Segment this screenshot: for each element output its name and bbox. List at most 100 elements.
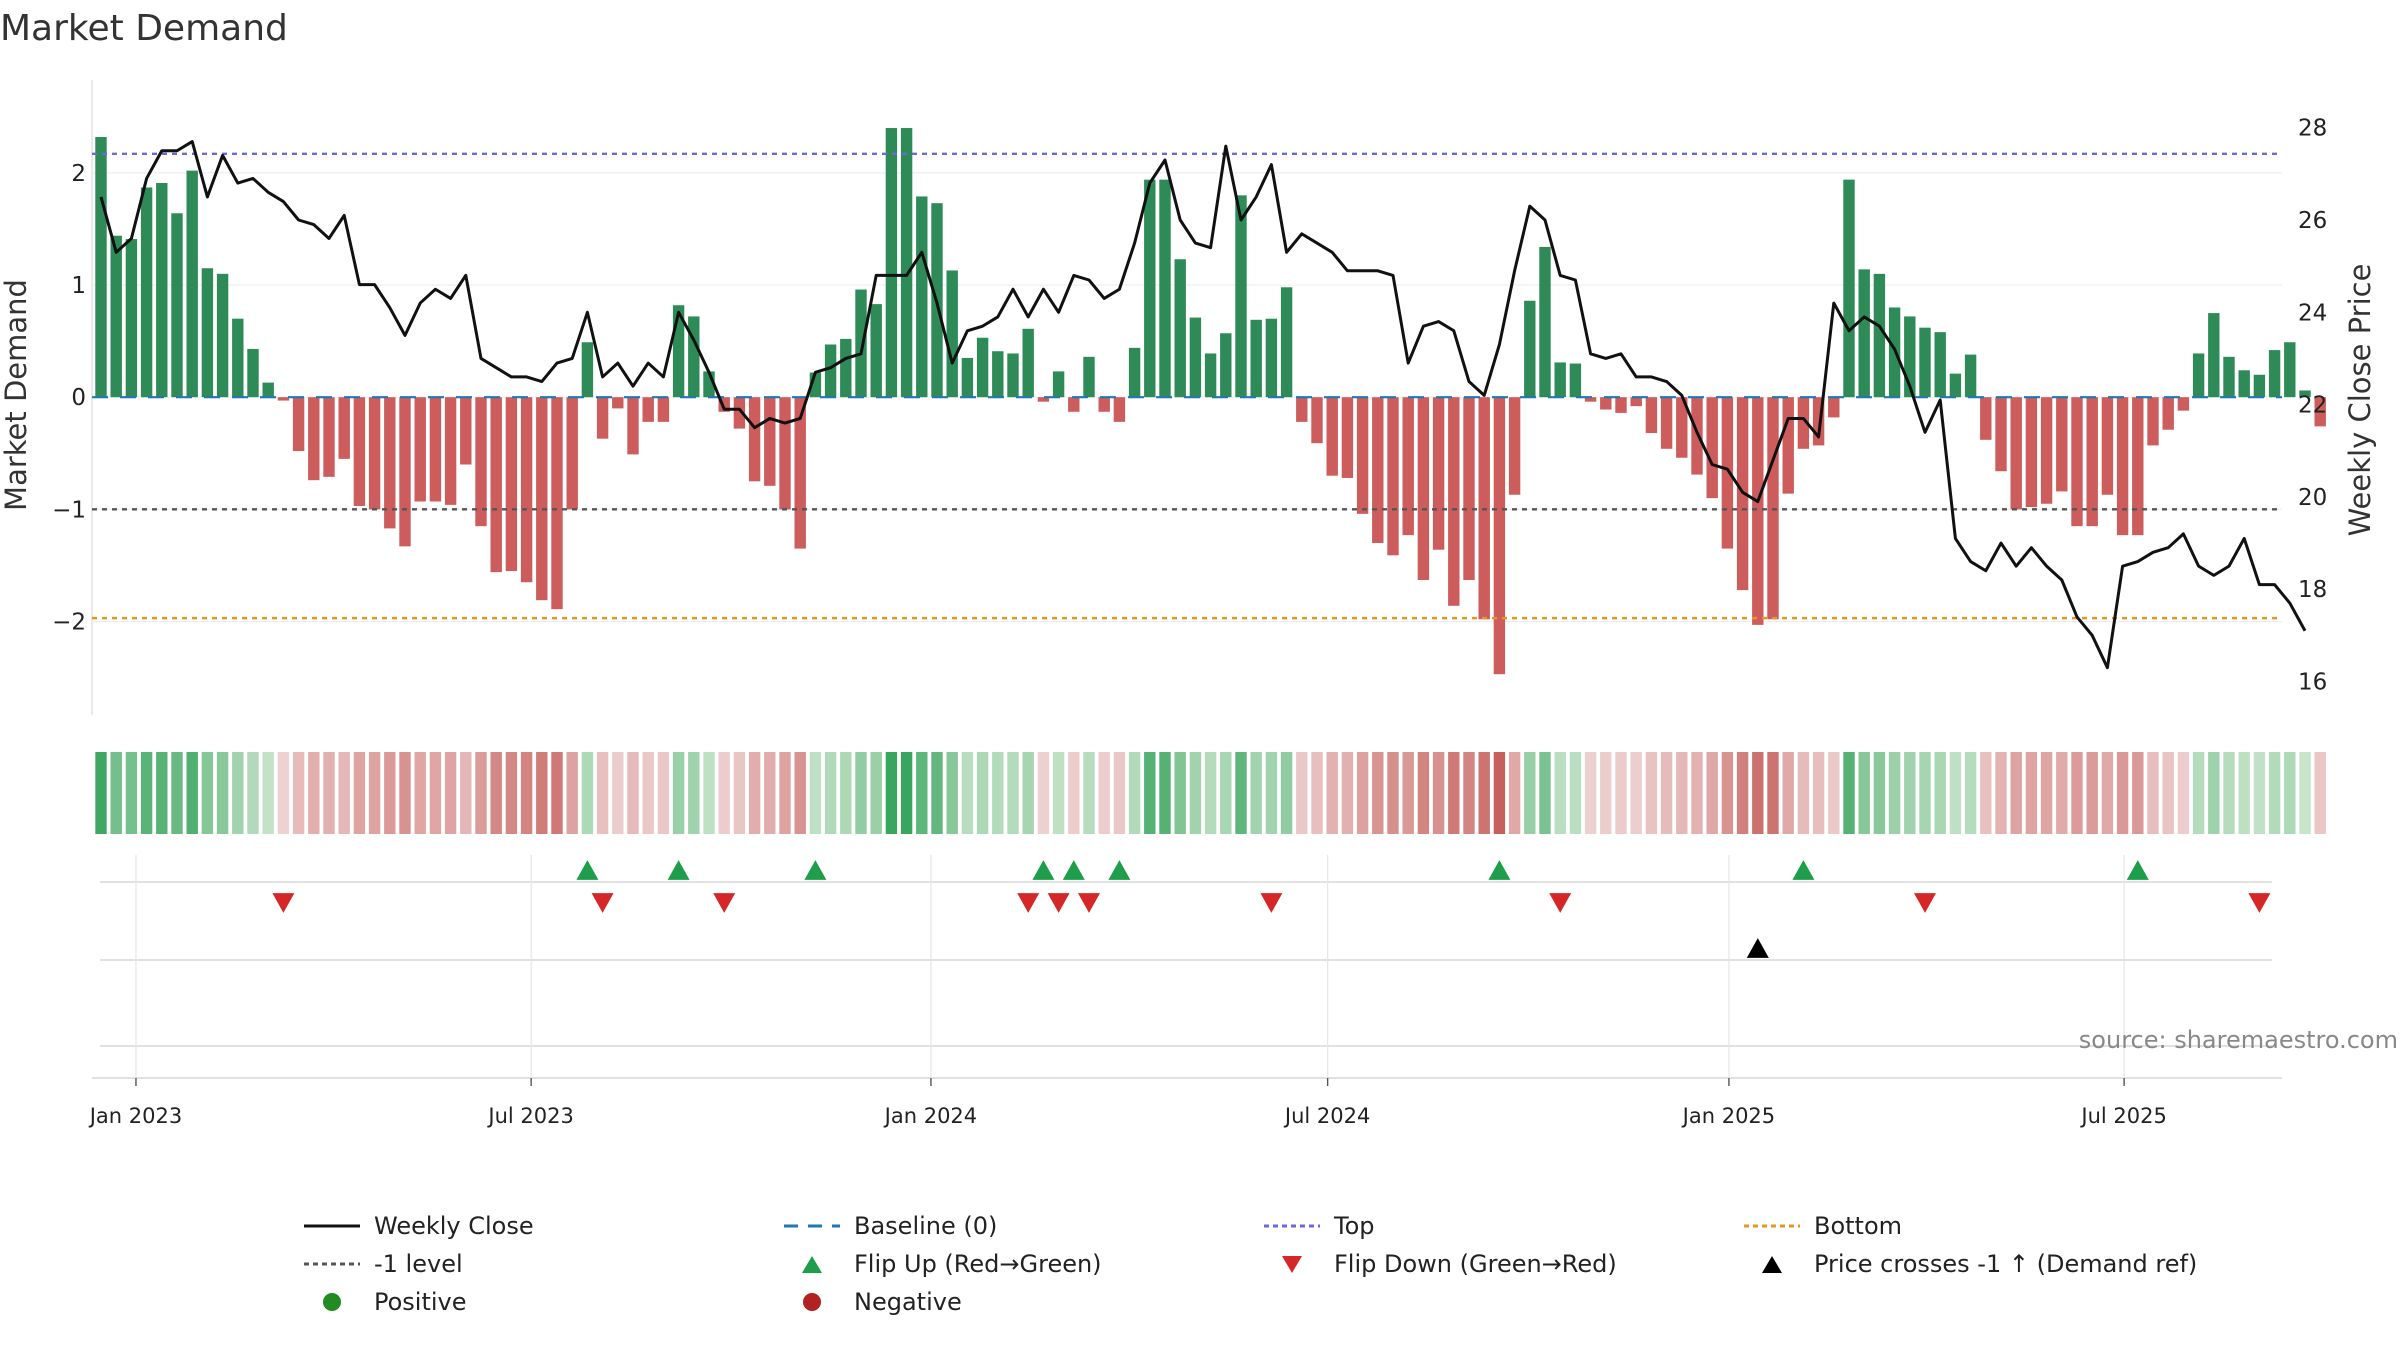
heat-cell bbox=[1660, 752, 1673, 834]
flip-down-marker bbox=[1914, 893, 1936, 913]
flip-down-marker bbox=[1078, 893, 1100, 913]
demand-bar-negative bbox=[460, 397, 472, 465]
heat-cell bbox=[201, 752, 214, 834]
flip-down-marker bbox=[1549, 893, 1572, 913]
heat-cell bbox=[95, 752, 107, 834]
y-tick-label: −2 bbox=[52, 609, 86, 635]
heat-cell bbox=[1539, 752, 1551, 834]
legend-label: -1 level bbox=[374, 1250, 463, 1278]
flip-up-marker bbox=[576, 860, 599, 880]
baseline-legend-icon bbox=[784, 1224, 840, 1228]
heat-cell bbox=[1113, 752, 1126, 834]
heat-cell bbox=[1387, 752, 1399, 834]
demand-bar-negative bbox=[1980, 397, 1992, 440]
heat-cell bbox=[1736, 752, 1749, 834]
y2-tick-label: 18 bbox=[2298, 577, 2327, 603]
demand-bar-negative bbox=[338, 397, 350, 459]
heat-cell bbox=[931, 752, 943, 834]
heat-cell bbox=[809, 752, 822, 834]
heat-cell bbox=[353, 752, 366, 834]
heat-cell bbox=[916, 752, 928, 834]
heat-cell bbox=[2299, 752, 2311, 834]
heat-cell bbox=[1676, 752, 1688, 834]
legend-item-flip-up: Flip Up (Red→Green) bbox=[780, 1246, 1102, 1282]
heat-cell bbox=[1189, 752, 1202, 834]
demand-bar-negative bbox=[1584, 397, 1597, 402]
flip-down-legend-icon bbox=[1282, 1256, 1302, 1273]
heat-cell bbox=[1508, 752, 1521, 834]
demand-bar-negative bbox=[1326, 397, 1338, 476]
heat-cell bbox=[2025, 752, 2038, 834]
demand-bar-negative bbox=[1068, 397, 1080, 412]
demand-bar-negative bbox=[1098, 397, 1110, 412]
heat-cell bbox=[1524, 752, 1536, 834]
demand-bar-positive bbox=[1174, 259, 1186, 398]
demand-bar-negative bbox=[718, 397, 730, 412]
demand-bar-negative bbox=[2177, 397, 2190, 411]
demand-bar-positive bbox=[1250, 319, 1262, 398]
heat-cell bbox=[1919, 752, 1931, 834]
flip-down-marker bbox=[2248, 893, 2271, 913]
heat-cell bbox=[976, 752, 989, 834]
source-text: source: sharemaestro.com bbox=[2079, 1026, 2398, 1054]
chart-title: Market Demand bbox=[0, 8, 288, 49]
demand-bar-positive bbox=[125, 239, 138, 398]
demand-bar-negative bbox=[657, 397, 670, 422]
demand-bar-negative bbox=[2025, 397, 2038, 508]
y-tick-label: 1 bbox=[71, 273, 86, 299]
demand-bar-negative bbox=[1660, 397, 1673, 449]
heat-cell bbox=[1493, 752, 1506, 834]
heat-cell bbox=[216, 752, 229, 834]
demand-bar-positive bbox=[1265, 318, 1278, 398]
demand-bar-negative bbox=[1812, 397, 1825, 446]
demand-bar-positive bbox=[2192, 353, 2205, 398]
demand-bar-negative bbox=[1417, 397, 1430, 580]
demand-bar-negative bbox=[1752, 397, 1764, 625]
demand-bar-negative bbox=[1721, 397, 1734, 549]
heat-cell bbox=[2086, 752, 2098, 834]
demand-bar-positive bbox=[201, 268, 214, 398]
heat-cell bbox=[1706, 752, 1718, 834]
demand-bar-positive bbox=[216, 273, 229, 398]
demand-bar-positive bbox=[2208, 313, 2220, 398]
heat-cell bbox=[1341, 752, 1354, 834]
heat-cell bbox=[1432, 752, 1445, 834]
heat-cell bbox=[1265, 752, 1278, 834]
legend-label: Flip Down (Green→Red) bbox=[1334, 1250, 1617, 1278]
y2-tick-label: 28 bbox=[2298, 116, 2327, 142]
demand-bar-negative bbox=[1995, 397, 2007, 472]
heat-cell bbox=[536, 752, 548, 834]
heat-cell bbox=[961, 752, 974, 834]
heat-cell bbox=[1159, 752, 1171, 834]
heat-cell bbox=[1204, 752, 1217, 834]
heat-cell bbox=[1296, 752, 1308, 834]
demand-bar-negative bbox=[1037, 397, 1050, 402]
heat-cell bbox=[460, 752, 472, 834]
minus-one-legend-icon bbox=[304, 1262, 360, 1266]
heat-cell bbox=[642, 752, 654, 834]
flip-up-legend-icon bbox=[802, 1256, 822, 1273]
demand-bar-negative bbox=[444, 397, 457, 505]
demand-bar-negative bbox=[1782, 397, 1794, 494]
heat-cell bbox=[1569, 752, 1582, 834]
heat-cell bbox=[733, 752, 746, 834]
demand-bar-negative bbox=[520, 397, 533, 583]
date-gridlines bbox=[135, 855, 2125, 1078]
demand-bar-positive bbox=[1022, 328, 1034, 398]
heat-cell bbox=[1964, 752, 1977, 834]
demand-bar-positive bbox=[1569, 363, 1582, 398]
demand-bar-negative bbox=[323, 397, 335, 477]
demand-bar-positive bbox=[2284, 342, 2296, 398]
demand-bar-positive bbox=[262, 382, 274, 398]
heat-cell bbox=[1128, 752, 1141, 834]
legend-label: Price crosses -1 ↑ (Demand ref) bbox=[1814, 1250, 2198, 1278]
demand-bar-negative bbox=[1432, 397, 1445, 550]
demand-bar-negative bbox=[2116, 397, 2129, 536]
demand-bar-positive bbox=[1280, 287, 1293, 398]
heat-cell bbox=[718, 752, 730, 834]
demand-bar-positive bbox=[1235, 195, 1247, 398]
demand-bar-positive bbox=[1934, 332, 1946, 398]
demand-bar-negative bbox=[2086, 397, 2098, 527]
heat-cell bbox=[657, 752, 670, 834]
demand-bar-positive bbox=[1220, 333, 1232, 398]
